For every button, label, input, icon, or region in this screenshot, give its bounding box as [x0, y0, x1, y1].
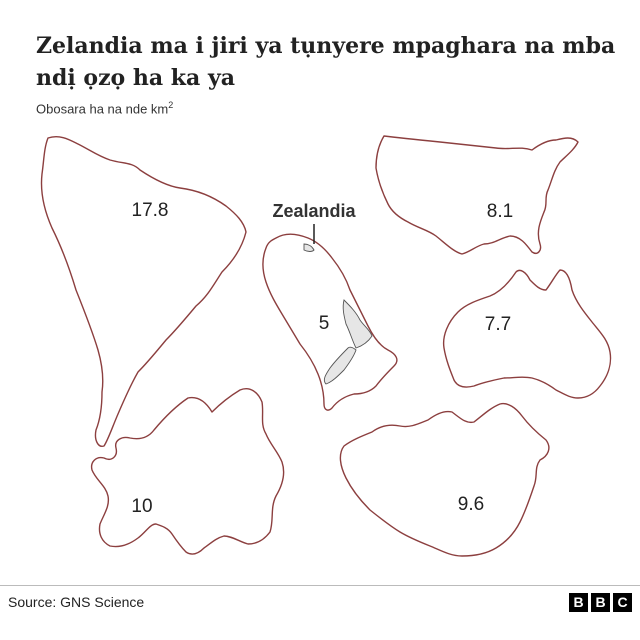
- bbc-logo-letter: B: [569, 593, 588, 612]
- europe-outline: [90, 388, 285, 555]
- subtitle-superscript: 2: [168, 100, 174, 110]
- value-label-china: 9.6: [458, 494, 484, 515]
- bbc-logo-letter: B: [591, 593, 610, 612]
- value-label-south-america: 17.8: [132, 200, 169, 221]
- value-label-zealandia: 5: [319, 313, 330, 334]
- value-label-australia: 7.7: [485, 314, 511, 335]
- bbc-logo: B B C: [569, 593, 632, 612]
- usa-outline: [375, 135, 579, 255]
- bbc-logo-letter: C: [613, 593, 632, 612]
- chart-title: Zelandia ma i jiri ya tụnyere mpaghara n…: [36, 33, 616, 91]
- value-label-europe: 10: [131, 496, 152, 517]
- value-label-usa: 8.1: [487, 201, 513, 222]
- footer-divider: [0, 585, 640, 586]
- china-outline: [339, 402, 550, 557]
- south-america-outline: [40, 135, 247, 447]
- new-zealand-north-island: [342, 299, 373, 349]
- australia-outline: [442, 269, 612, 399]
- zealandia-outline: [262, 233, 398, 411]
- chart-subtitle: Obosara ha na nde km2: [36, 100, 173, 116]
- lord-howe-rise-island: [303, 243, 315, 252]
- source-credit: Source: GNS Science: [8, 594, 145, 610]
- zealandia-label: Zealandia: [272, 201, 356, 221]
- subtitle-text: Obosara ha na nde km: [36, 101, 169, 117]
- new-zealand-south-island: [323, 346, 357, 385]
